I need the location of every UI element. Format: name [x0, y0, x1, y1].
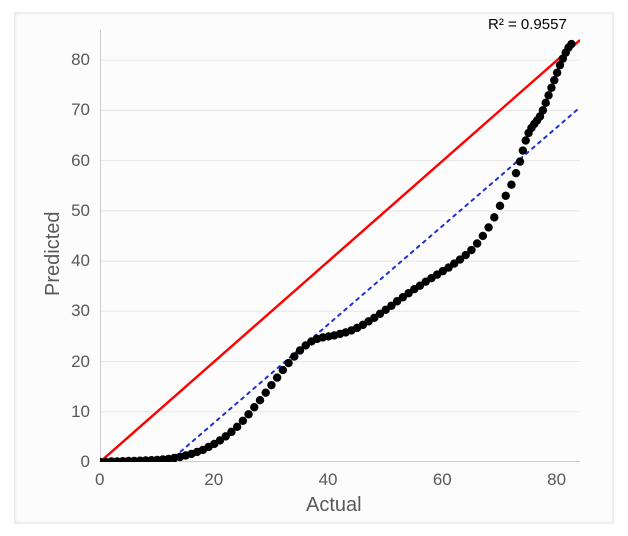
- y-tick: 40: [60, 251, 90, 271]
- y-tick: 0: [60, 452, 90, 472]
- y-tick: 30: [60, 301, 90, 321]
- y-tick: 80: [60, 50, 90, 70]
- scatter-plot: [100, 30, 580, 462]
- y-tick: 50: [60, 201, 90, 221]
- x-tick: 40: [319, 470, 338, 490]
- x-tick: 20: [204, 470, 223, 490]
- y-tick: 70: [60, 100, 90, 120]
- y-tick: 20: [60, 352, 90, 372]
- x-tick: 80: [547, 470, 566, 490]
- x-axis-label: Actual: [306, 494, 362, 517]
- x-tick: 0: [95, 470, 104, 490]
- x-tick: 60: [433, 470, 452, 490]
- y-tick: 10: [60, 402, 90, 422]
- y-tick: 60: [60, 151, 90, 171]
